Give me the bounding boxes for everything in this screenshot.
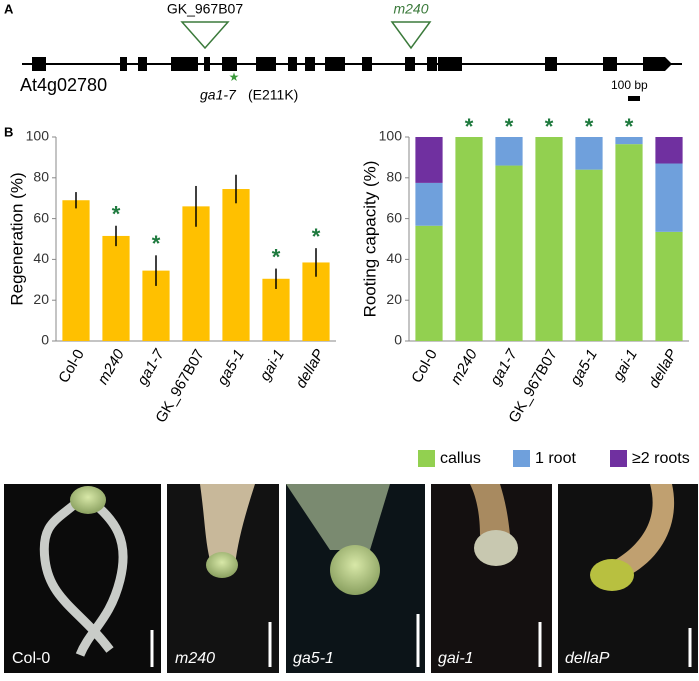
bar-segment (575, 137, 603, 170)
bar-segment (655, 163, 683, 232)
x-tick-label: ga5-1 (567, 346, 601, 388)
bar (102, 235, 130, 341)
bar-segment (495, 165, 523, 341)
y-axis-label: Regeneration (%) (7, 172, 26, 305)
significance-marker: * (585, 114, 594, 139)
legend-label: 1 root (535, 450, 576, 467)
photo-label: m240 (175, 650, 215, 667)
y-axis-label: Rooting capacity (%) (360, 161, 379, 318)
bar-segment (415, 182, 443, 226)
legend-swatch (513, 450, 530, 467)
bar (182, 206, 210, 341)
mutation-marker: ★ (229, 70, 240, 84)
bar-segment (535, 137, 563, 341)
significance-marker: * (272, 244, 281, 269)
legend-swatch (418, 450, 435, 467)
photo-label: ga5-1 (293, 650, 334, 667)
insertion-label: m240 (393, 1, 428, 17)
significance-marker: * (312, 224, 321, 249)
x-tick-label: dellaP (292, 346, 328, 391)
x-tick-label: gai-1 (609, 346, 640, 383)
x-tick-label: m240 (94, 346, 128, 388)
y-tick-label: 20 (386, 291, 402, 307)
legend-label: ≥2 roots (632, 450, 690, 467)
y-tick-label: 100 (379, 128, 403, 144)
bar-segment (455, 137, 483, 341)
x-tick-label: dellaP (645, 346, 681, 391)
gene-name: At4g02780 (20, 75, 107, 95)
significance-marker: * (112, 202, 121, 227)
y-tick-label: 20 (33, 291, 49, 307)
x-tick-label: ga1-7 (487, 346, 521, 388)
bar-segment (615, 137, 643, 145)
bar-segment (615, 144, 643, 341)
bar-segment (415, 225, 443, 341)
y-tick-label: 40 (386, 250, 402, 266)
x-tick-label: m240 (447, 346, 481, 388)
x-tick-label: gai-1 (256, 346, 287, 383)
bar-segment (655, 231, 683, 341)
bar-segment (575, 169, 603, 341)
y-tick-label: 60 (386, 209, 402, 225)
x-tick-label: ga1-7 (134, 346, 168, 388)
insertion-label: GK_967B07 (167, 1, 243, 17)
mutation-label: ga1-7 (200, 87, 237, 103)
x-tick-label: ga5-1 (214, 346, 248, 388)
photo-label: gai-1 (438, 650, 474, 667)
y-tick-label: 80 (386, 169, 402, 185)
significance-marker: * (625, 114, 634, 139)
bar (262, 278, 290, 341)
bar (62, 200, 90, 341)
y-tick-label: 100 (26, 128, 50, 144)
x-tick-label: Col-0 (55, 346, 88, 386)
x-tick-label: Col-0 (408, 346, 441, 386)
y-tick-label: 0 (394, 332, 402, 348)
significance-marker: * (465, 114, 474, 139)
significance-marker: * (545, 114, 554, 139)
bar-segment (495, 137, 523, 166)
y-tick-label: 40 (33, 250, 49, 266)
significance-marker: * (505, 114, 514, 139)
photo-label: Col-0 (12, 650, 50, 667)
significance-marker: * (152, 231, 161, 256)
panel-label: B (4, 124, 13, 139)
y-tick-label: 80 (33, 169, 49, 185)
legend-swatch (610, 450, 627, 467)
photo-label: dellaP (565, 650, 610, 667)
legend-label: callus (440, 450, 481, 467)
bar-segment (415, 137, 443, 183)
scale-label: 100 bp (611, 78, 648, 92)
bar (222, 189, 250, 341)
y-tick-label: 60 (33, 209, 49, 225)
photos (4, 484, 698, 673)
y-tick-label: 0 (41, 332, 49, 348)
mutation-detail: (E211K) (248, 87, 298, 103)
panel-label: A (4, 1, 14, 16)
bar-segment (655, 137, 683, 164)
gene-model (22, 21, 682, 101)
